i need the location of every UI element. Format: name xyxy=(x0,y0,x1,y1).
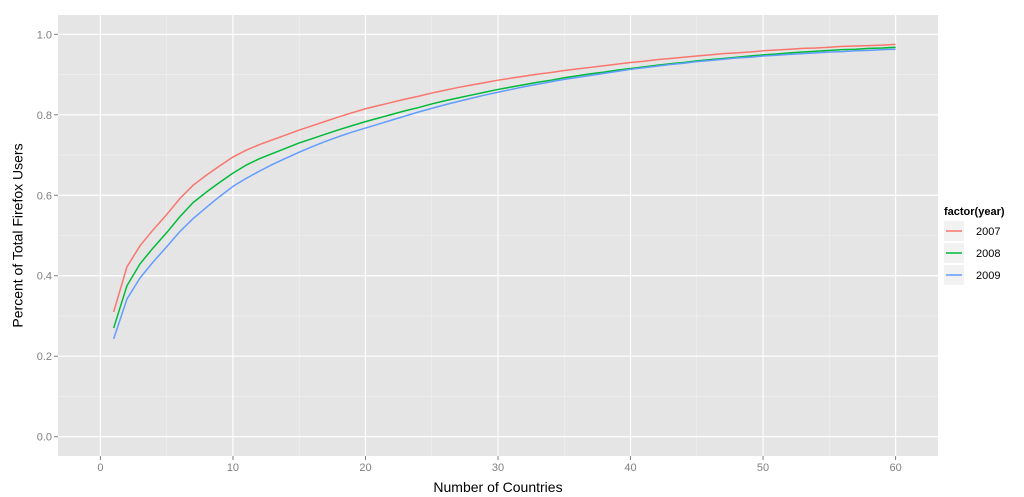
series-lines xyxy=(112,43,896,340)
y-tick-label: 0.4 xyxy=(37,271,52,283)
series-line-2007 xyxy=(112,43,896,313)
legend-label-2008: 2008 xyxy=(976,248,1000,260)
y-tick-label: 0.2 xyxy=(37,351,52,363)
series-line-2009 xyxy=(112,48,896,340)
legend-label-2009: 2009 xyxy=(976,270,1000,282)
x-tick-label: 50 xyxy=(757,462,769,474)
y-tick-label: 0.0 xyxy=(37,432,52,444)
series-line-2008 xyxy=(112,46,896,329)
y-tick-label: 0.8 xyxy=(37,110,52,122)
x-tick-label: 20 xyxy=(359,462,371,474)
x-tick-label: 0 xyxy=(97,462,103,474)
legend: factor(year) 2007 2008 2009 xyxy=(944,206,1005,285)
legend-label-2007: 2007 xyxy=(976,226,1000,238)
y-tick-label: 1.0 xyxy=(37,29,52,41)
x-tick-label: 60 xyxy=(889,462,901,474)
y-axis-title: Percent of Total Firefox Users xyxy=(10,143,26,327)
x-tick-label: 10 xyxy=(227,462,239,474)
major-gridlines xyxy=(58,15,938,456)
y-tick-label: 0.6 xyxy=(37,190,52,202)
x-axis-title: Number of Countries xyxy=(433,479,562,495)
y-axis-ticks: 0.0 0.2 0.4 0.6 0.8 1.0 xyxy=(37,29,58,444)
x-tick-label: 30 xyxy=(492,462,504,474)
x-tick-label: 40 xyxy=(624,462,636,474)
legend-title: factor(year) xyxy=(944,206,1005,218)
x-axis-ticks: 0 10 20 30 40 50 60 xyxy=(97,456,902,474)
